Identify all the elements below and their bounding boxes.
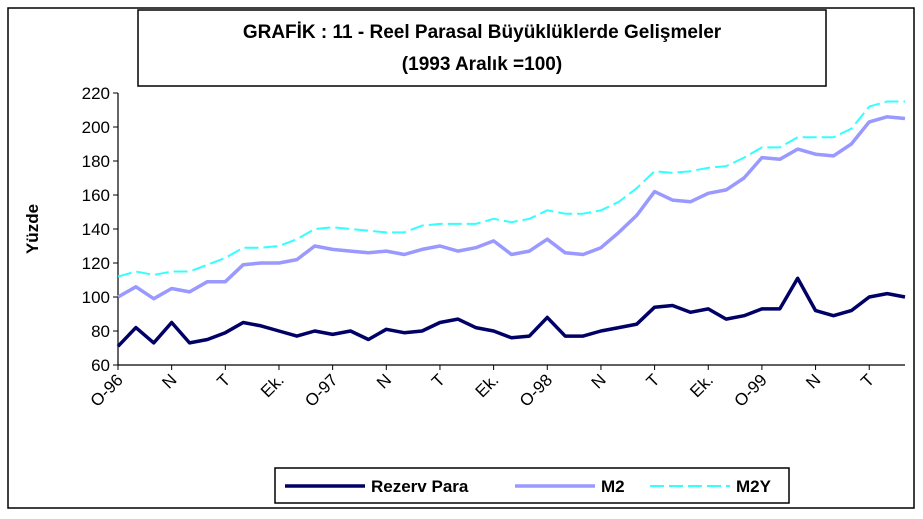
y-tick-label: 100: [82, 288, 110, 307]
y-tick-label: 80: [91, 322, 110, 341]
y-tick-label: 220: [82, 84, 110, 103]
y-axis-label: Yüzde: [23, 204, 42, 254]
title-box: [137, 9, 827, 87]
y-tick-label: 200: [82, 118, 110, 137]
y-tick-label: 160: [82, 186, 110, 205]
y-tick-label: 60: [91, 356, 110, 375]
chart-subtitle: (1993 Aralık =100): [402, 54, 562, 75]
legend-label: M2: [601, 477, 625, 496]
series-line: [116, 276, 906, 348]
series-line: [117, 100, 905, 278]
y-tick-label: 180: [82, 152, 110, 171]
series-line: [117, 115, 906, 301]
chart-title: GRAFİK : 11 - Reel Parasal Büyüklüklerde…: [243, 22, 722, 43]
legend-label: Rezerv Para: [371, 477, 469, 496]
chart-border: [7, 7, 915, 509]
y-tick-label: 140: [82, 220, 110, 239]
legend-label: M2Y: [736, 477, 772, 496]
y-tick-label: 120: [82, 254, 110, 273]
